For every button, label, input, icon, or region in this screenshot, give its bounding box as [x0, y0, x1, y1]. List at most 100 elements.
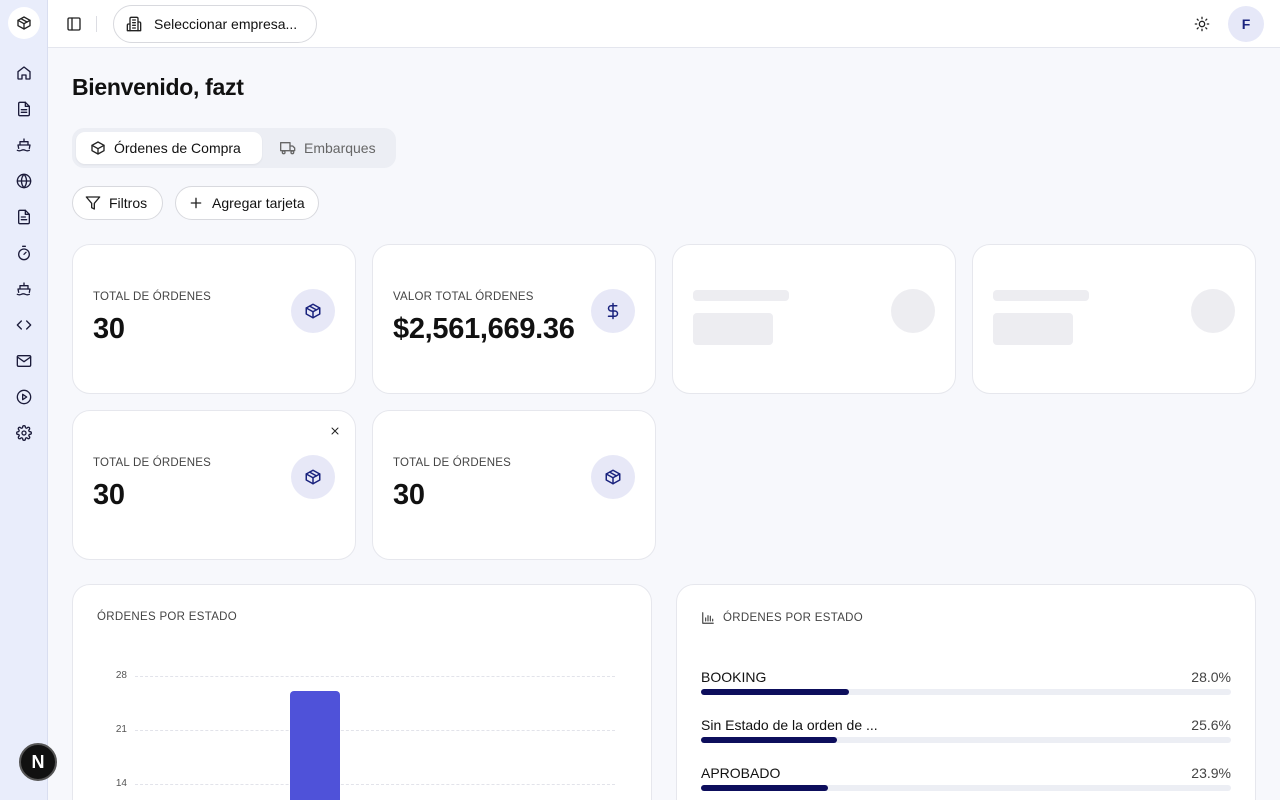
- chart-gridline: [135, 676, 615, 677]
- ship-icon: [16, 282, 31, 296]
- code-icon: [16, 320, 32, 330]
- filters-label: Filtros: [109, 195, 148, 211]
- chart-panel-title: ÓRDENES POR ESTADO: [97, 611, 237, 623]
- dev-tools-badge[interactable]: N: [19, 743, 57, 781]
- stat-card-icon: [591, 289, 635, 333]
- top-header: Seleccionar empresa... F: [48, 0, 1280, 48]
- sidebar-item-home[interactable]: [12, 61, 36, 85]
- skeleton-label: [693, 290, 789, 301]
- y-tick-label: 21: [115, 724, 127, 735]
- stat-card-total-value: VALOR TOTAL ÓRDENES $2,561,669.36: [372, 244, 656, 394]
- chart-gridline: [135, 784, 615, 785]
- stat-card-icon: [591, 455, 635, 499]
- sidebar: N: [0, 0, 57, 800]
- skeleton-label: [993, 290, 1089, 301]
- close-icon: [331, 427, 339, 435]
- sidebar-item-media[interactable]: [12, 385, 36, 409]
- package-icon: [305, 303, 321, 319]
- theme-toggle-button[interactable]: [1192, 14, 1212, 34]
- package-icon: [605, 469, 621, 485]
- filters-button[interactable]: Filtros: [72, 186, 163, 220]
- stat-card-label: VALOR TOTAL ÓRDENES: [393, 291, 534, 303]
- y-tick-label: 28: [115, 670, 127, 681]
- sidebar-item-reports[interactable]: [12, 205, 36, 229]
- file-text-icon: [18, 209, 30, 225]
- plus-icon: [190, 197, 202, 209]
- truck-icon: [280, 142, 296, 155]
- stat-card-value: 30: [93, 313, 125, 345]
- chart-gridline: [135, 730, 615, 731]
- stat-card-value: 30: [93, 479, 125, 511]
- timer-icon: [18, 245, 30, 261]
- sidebar-item-code[interactable]: [12, 313, 36, 337]
- stat-card-loading: [972, 244, 1256, 394]
- tab-shipments[interactable]: Embarques: [266, 132, 392, 164]
- skeleton-value: [993, 313, 1073, 345]
- status-progress-track: [701, 785, 1231, 791]
- tab-label: Órdenes de Compra: [114, 140, 241, 156]
- stat-card-value: $2,561,669.36: [393, 313, 575, 345]
- user-avatar[interactable]: F: [1228, 6, 1264, 42]
- chart-bar[interactable]: [290, 691, 340, 800]
- stat-card-icon: [291, 289, 335, 333]
- status-panel-title-text: ÓRDENES POR ESTADO: [723, 612, 864, 624]
- stat-card-label: TOTAL DE ÓRDENES: [93, 291, 212, 303]
- package-icon: [17, 16, 31, 30]
- status-progress-fill: [701, 689, 850, 695]
- tab-purchase-orders[interactable]: Órdenes de Compra: [76, 132, 262, 164]
- skeleton-icon: [891, 289, 935, 333]
- package-icon: [305, 469, 321, 485]
- stat-card-total-orders: TOTAL DE ÓRDENES 30: [372, 410, 656, 560]
- sidebar-item-documents[interactable]: [12, 97, 36, 121]
- add-card-button[interactable]: Agregar tarjeta: [175, 186, 319, 220]
- skeleton-value: [693, 313, 773, 345]
- status-percentage: 23.9%: [1191, 765, 1231, 781]
- status-progress-track: [701, 737, 1231, 743]
- y-tick-label: 14: [115, 778, 127, 789]
- app-logo[interactable]: [8, 7, 40, 39]
- status-name: APROBADO: [701, 765, 781, 781]
- sidebar-item-vessels[interactable]: [12, 277, 36, 301]
- orders-by-status-chart-panel: ÓRDENES POR ESTADO 28 21 14: [72, 584, 652, 800]
- mail-icon: [16, 355, 32, 367]
- play-circle-icon: [16, 389, 32, 405]
- add-card-label: Agregar tarjeta: [212, 195, 305, 211]
- globe-icon: [16, 173, 32, 189]
- status-name: Sin Estado de la orden de ...: [701, 717, 878, 733]
- home-icon: [17, 66, 31, 80]
- stat-card-label: TOTAL DE ÓRDENES: [93, 457, 212, 469]
- status-progress-track: [701, 689, 1231, 695]
- filter-icon: [85, 196, 101, 210]
- sidebar-item-mail[interactable]: [12, 349, 36, 373]
- sun-icon: [1194, 16, 1210, 32]
- status-progress-fill: [701, 785, 828, 791]
- remove-card-button[interactable]: [327, 423, 343, 439]
- company-select-button[interactable]: Seleccionar empresa...: [113, 5, 317, 43]
- chart-panel-title-text: ÓRDENES POR ESTADO: [97, 611, 238, 623]
- sidebar-item-timer[interactable]: [12, 241, 36, 265]
- status-percentage: 25.6%: [1191, 717, 1231, 733]
- package-icon: [91, 141, 105, 155]
- sidebar-item-settings[interactable]: [12, 421, 36, 445]
- gear-icon: [16, 425, 32, 441]
- status-percentage: 28.0%: [1191, 669, 1231, 685]
- skeleton-icon: [1191, 289, 1235, 333]
- document-icon: [18, 101, 30, 117]
- stat-card-total-orders: TOTAL DE ÓRDENES 30: [72, 244, 356, 394]
- stat-card-total-orders: TOTAL DE ÓRDENES 30: [72, 410, 356, 560]
- stat-card-loading: [672, 244, 956, 394]
- sidebar-item-global[interactable]: [12, 169, 36, 193]
- building-icon: [126, 16, 142, 32]
- status-progress-fill: [701, 737, 837, 743]
- status-panel-title: ÓRDENES POR ESTADO: [701, 611, 863, 625]
- stat-card-icon: [291, 455, 335, 499]
- tab-label: Embarques: [304, 140, 376, 156]
- sidebar-toggle-button[interactable]: [64, 14, 84, 34]
- tab-list: Órdenes de Compra Embarques: [72, 128, 396, 168]
- stat-card-value: 30: [393, 479, 425, 511]
- ship-icon: [16, 138, 31, 152]
- page-title: Bienvenido, fazt: [72, 74, 244, 100]
- sidebar-item-shipping[interactable]: [12, 133, 36, 157]
- stat-card-label: TOTAL DE ÓRDENES: [393, 457, 512, 469]
- status-name: BOOKING: [701, 669, 767, 685]
